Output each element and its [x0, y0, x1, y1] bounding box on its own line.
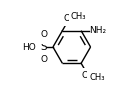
Text: O: O [82, 71, 89, 80]
Text: CH₃: CH₃ [70, 12, 86, 21]
Text: S: S [40, 42, 47, 52]
Text: O: O [40, 55, 47, 64]
Text: O: O [40, 30, 47, 39]
Text: O: O [63, 14, 70, 23]
Text: HO: HO [22, 42, 36, 52]
Text: NH₂: NH₂ [89, 26, 106, 35]
Text: CH₃: CH₃ [89, 73, 105, 82]
